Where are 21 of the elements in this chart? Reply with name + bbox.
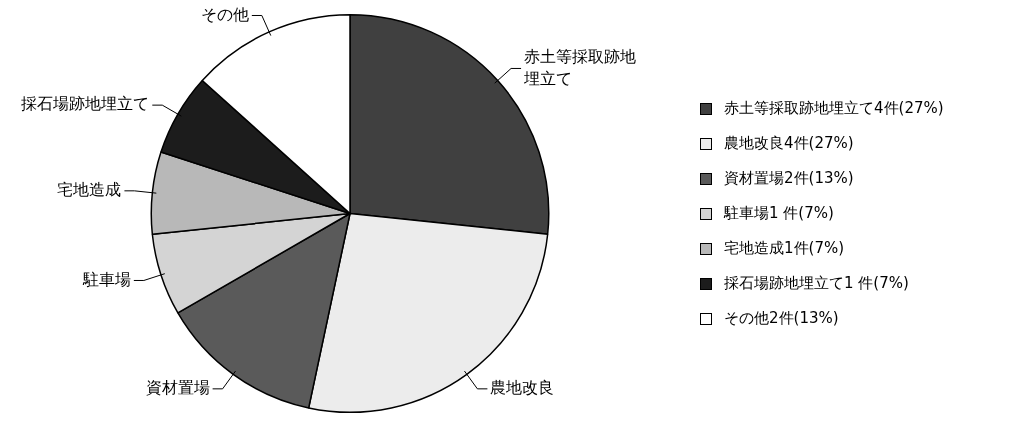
data-label: 1 件(7%) <box>844 274 909 293</box>
legend-label: 駐車場 <box>724 204 769 223</box>
legend-label: 採石場跡地埋立て <box>724 274 844 293</box>
slice-label: 農地改良 <box>490 378 555 398</box>
legend-label: 赤土等採取跡地埋立て <box>724 99 874 118</box>
slice-label: 資材置場 <box>145 378 210 398</box>
legend-label: 農地改良 <box>724 134 784 153</box>
slice-label: 宅地造成 <box>57 180 122 199</box>
legend-label: その他 <box>724 309 769 328</box>
data-label: 4件(27%) <box>784 134 854 153</box>
legend-label: 宅地造成 <box>724 239 784 258</box>
data-label: 2件(13%) <box>784 169 854 188</box>
slice-label: その他 <box>200 4 249 24</box>
data-label: 1 件(7%) <box>769 204 834 223</box>
slice-label: 駐車場 <box>81 269 131 289</box>
data-label: 2件(13%) <box>769 309 839 328</box>
legend-label: 資材置場 <box>724 169 784 188</box>
slice-label: 採石場跡地埋立て <box>21 94 150 114</box>
data-label: 4件(27%) <box>874 99 944 118</box>
data-label: 1件(7%) <box>784 239 845 258</box>
slice-label: 赤土等採取跡地埋立て <box>523 46 637 88</box>
